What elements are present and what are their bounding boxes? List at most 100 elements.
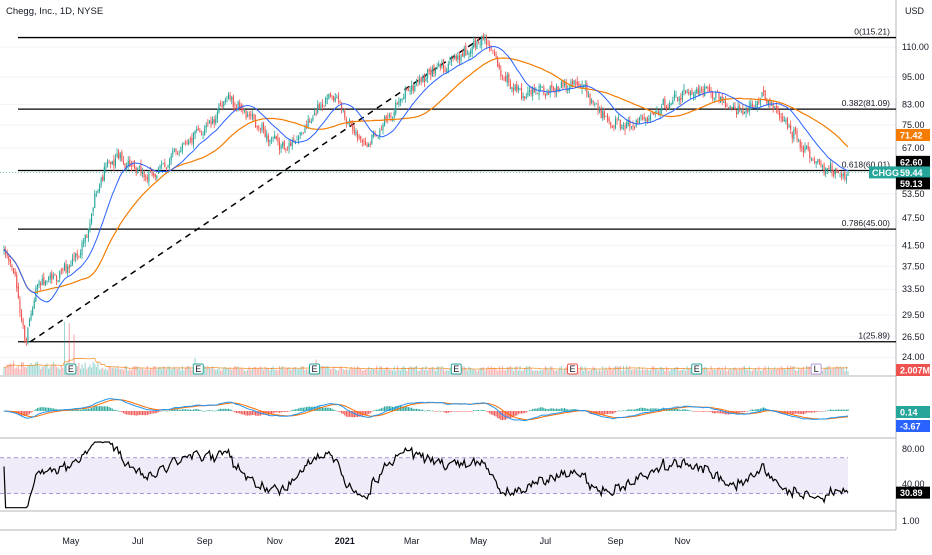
candle-body-272 [436,67,438,69]
candle-body-380 [608,118,610,122]
volume-bar-112 [181,366,183,375]
macd-signal-badge: -3.67 [900,422,921,432]
macd-hist-bar-403 [645,408,647,411]
volume-bar-158 [255,366,257,375]
candle-body-99 [161,164,163,165]
candle-body-364 [583,85,585,87]
candle-body-527 [842,173,844,176]
candle-body-438 [700,88,703,90]
time-axis[interactable]: May Jul Sep Nov 2021 Mar May Jul Sep Nov [62,536,691,546]
macd-hist-bar-505 [807,411,809,413]
candle-body-483 [772,104,774,110]
macd-hist-bar-320 [513,411,515,418]
volume-bar-417 [667,368,669,375]
candle-body-54 [89,223,91,231]
candle-body-526 [841,173,843,178]
macd-hist-bar-323 [517,411,519,415]
macd-hist-bar-220 [353,411,355,418]
volume-bar-458 [732,368,734,375]
volume-bar-259 [415,365,418,375]
volume-bar-377 [603,370,605,375]
macd-hist-bar-492 [786,411,789,415]
candle-body-200 [321,104,324,107]
volume-bar-347 [556,370,558,375]
macd-hist-bar-401 [642,407,644,411]
volume-bar-352 [563,368,566,375]
currency-label[interactable]: USD [905,6,925,16]
volume-bar-161 [259,366,261,375]
candle-body-304 [487,43,489,45]
candle-body-208 [334,97,336,102]
macd-hist-bar-520 [831,409,833,411]
earnings-marker-box-4 [567,363,579,375]
candle-body-280 [449,61,451,63]
volume-bar-516 [825,367,827,375]
candle-body-341 [546,91,548,96]
macd-hist-bar-456 [729,411,731,415]
macd-hist-bar-394 [630,409,632,411]
volume-bar-362 [579,366,582,375]
candle-body-34 [57,280,59,281]
macd-hist-bar-336 [538,407,540,411]
candle-body-434 [694,91,696,98]
candle-body-42 [70,264,72,267]
volume-bar-60 [98,369,101,375]
volume-bar-183 [294,367,296,375]
candle-body-50 [83,241,85,244]
candle-body-218 [350,120,352,126]
candle-body-343 [549,86,551,93]
volume-bar-310 [497,370,499,375]
earnings-marker-box-0 [65,363,77,375]
candle-body-514 [821,165,824,168]
volume-bar-260 [417,370,419,375]
macd-hist-bar-287 [460,411,462,412]
price-tick-3: 75.00 [902,120,925,130]
volume-bar-326 [522,370,524,375]
candle-body-22 [38,281,40,286]
candle-body-340 [544,93,546,97]
candle-body-76 [124,163,126,169]
candle-body-191 [307,119,309,127]
price-axis[interactable]: 110.0095.0083.0075.0067.0053.5047.5041.5… [902,42,929,526]
macd-hist-bar-145 [234,411,236,413]
candle-body-445 [712,92,714,98]
candle-body-115 [186,142,188,144]
macd-hist-bar-311 [498,411,500,419]
volume-bar-101 [164,366,166,375]
candle-body-367 [587,95,589,97]
candle-body-441 [705,86,707,88]
volume-bar-279 [447,371,449,375]
price-tick-4: 67.00 [902,143,925,153]
ma-long-line [3,57,849,294]
earnings-marker-box-6 [810,363,822,375]
candle-body-286 [458,56,460,61]
macd-hist-bar-129 [208,410,210,411]
macd-hist-bar-529 [845,409,847,411]
candle-body-206 [331,96,333,98]
volume-bar-344 [551,366,553,375]
volume-bar-263 [422,367,424,375]
volume-bar-181 [291,368,293,375]
candle-body-338 [541,86,543,88]
candle-body-498 [796,130,798,140]
candle-body-111 [180,151,182,152]
macd-hist-bar-230 [369,411,371,414]
volume-bar-470 [751,370,754,375]
candle-body-246 [395,102,397,114]
candle-body-186 [299,132,301,135]
candle-body-3 [8,255,10,261]
macd-hist-bar-374 [599,411,601,415]
volume-bar-157 [253,366,255,375]
price-tick-9: 33.50 [902,284,925,294]
macd-hist-bar-26 [44,407,46,411]
macd-hist-bar-286 [458,411,460,412]
candle-body-406 [649,114,652,120]
volume-bar-228 [366,369,368,375]
volume-bar-49 [81,364,83,375]
price-tick-6: 47.50 [902,213,925,223]
candle-body-427 [683,88,685,91]
candle-body-202 [325,97,327,104]
volume-bar-66 [108,366,110,375]
